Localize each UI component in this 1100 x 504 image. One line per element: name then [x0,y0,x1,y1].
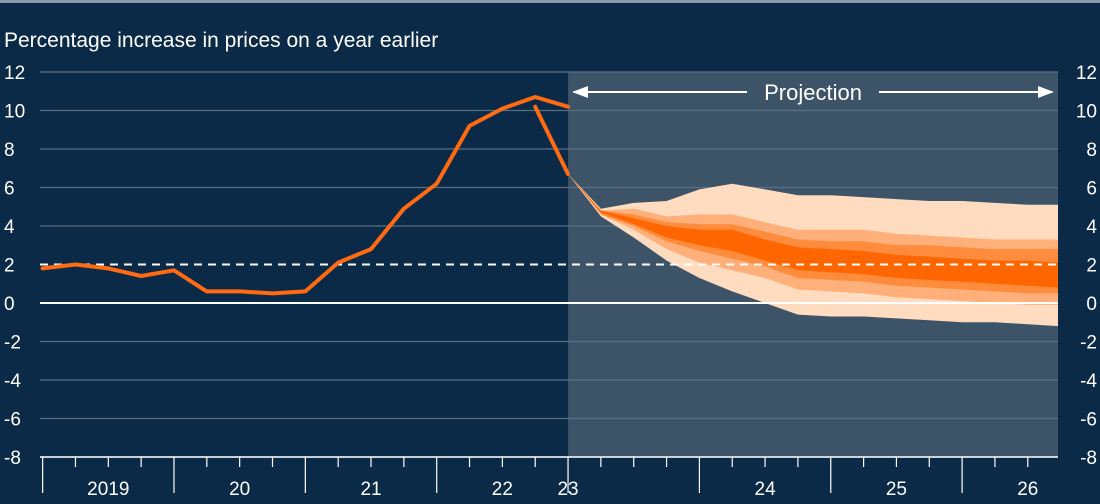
series-lines [40,95,570,296]
series-line-2 [533,104,570,176]
chart-title: Percentage increase in prices on a year … [4,29,438,52]
y-tick-label-left: -4 [4,371,21,392]
fan-band-4 [568,174,1058,288]
y-tick-label-left: 4 [4,217,15,238]
top-border [0,0,1100,3]
fan-bands [568,174,1058,327]
x-tick-label: 21 [360,479,381,500]
projection-annotation: Projection [572,80,1054,105]
y-axis-left: -8 -6 -4 -2 0 2 4 6 8 10 12 [4,63,25,469]
reference-lines [40,263,1058,304]
projection-label: Projection [764,80,862,105]
y-tick-label-left: 8 [4,140,15,161]
x-tick-label: 25 [886,479,907,500]
y-tick-label-right: 0 [1086,294,1097,315]
y-tick-label-left: 0 [4,294,15,315]
x-tick-label: 26 [1017,479,1038,500]
y-tick-label-right: 2 [1086,256,1097,277]
y-axis-right: -8 -6 -4 -2 0 2 4 6 8 10 12 [1076,63,1098,469]
y-tick-label-right: 8 [1086,140,1097,161]
y-tick-label-left: 6 [4,179,15,200]
y-tick-label-left: -8 [4,448,21,469]
y-tick-label-right: -2 [1080,333,1097,354]
y-tick-label-right: 4 [1086,217,1097,238]
y-tick-label-left: 10 [4,102,25,123]
y-tick-label-left: -6 [4,410,21,431]
y-tick-label-left: 2 [4,256,15,277]
x-tick-label: 23 [557,479,578,500]
series-line-1 [40,95,570,296]
y-tick-label-right: 6 [1086,179,1097,200]
y-tick-label-right: 12 [1076,63,1097,84]
y-tick-label-left: -2 [4,333,21,354]
x-tick-label: 24 [755,479,777,500]
y-tick-label-right: 10 [1076,102,1097,123]
y-tick-label-right: -8 [1080,448,1097,469]
y-tick-label-right: -4 [1080,371,1097,392]
y-tick-label-left: 12 [4,63,25,84]
projection-arrowhead-left [572,86,589,98]
x-tick-label: 2019 [87,479,129,500]
y-tick-label-right: -6 [1080,410,1097,431]
projection-arrowhead-right [1038,86,1054,98]
x-axis: 2019 20 21 22 23 24 25 26 [40,456,1058,500]
x-tick-label: 22 [492,479,513,500]
x-tick-label: 20 [229,479,250,500]
